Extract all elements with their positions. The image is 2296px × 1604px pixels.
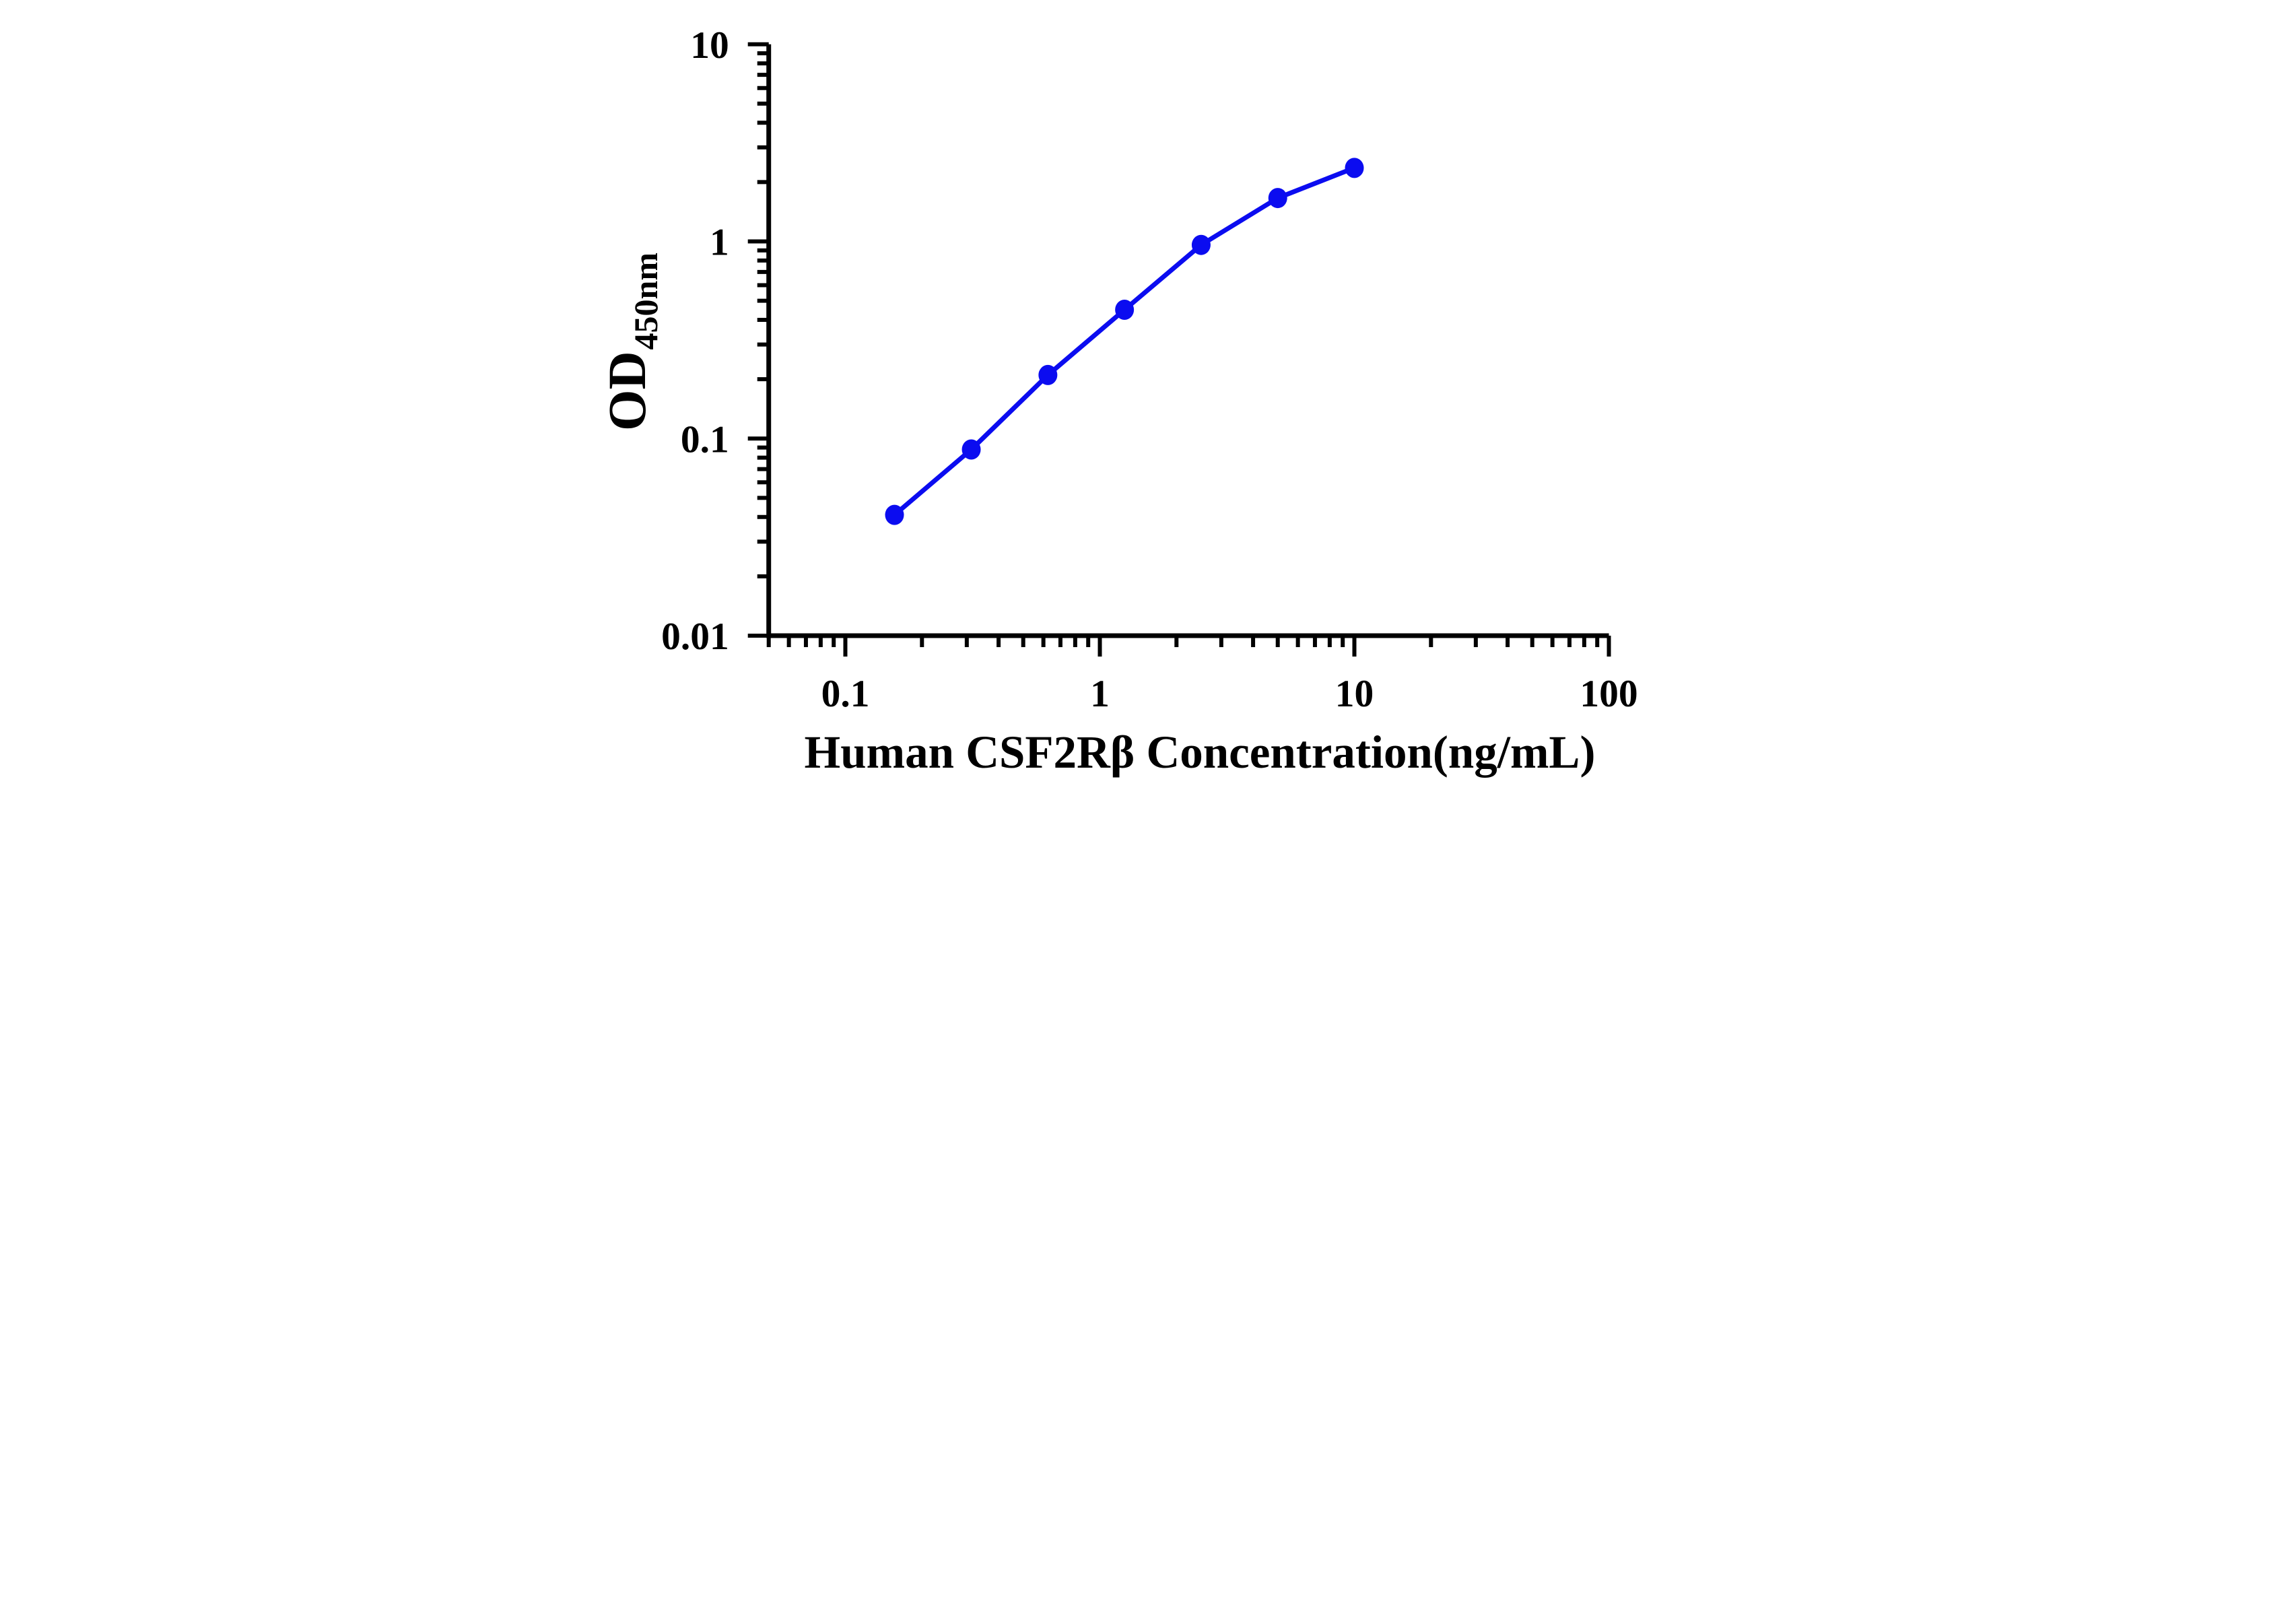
data-point — [1268, 188, 1287, 209]
data-series — [885, 158, 1363, 525]
y-tick-label: 10 — [690, 24, 729, 67]
x-tick-label: 100 — [1580, 673, 1637, 715]
x-tick-label: 0.1 — [821, 673, 869, 715]
data-point — [1114, 300, 1134, 321]
axis-ticks — [747, 42, 1611, 657]
axes — [766, 44, 1609, 638]
x-tick-label: 1 — [1090, 673, 1110, 715]
data-point — [1191, 234, 1211, 255]
y-tick-label: 0.1 — [680, 418, 729, 461]
y-axis-title: OD450nm — [599, 253, 665, 431]
standard-curve-line — [891, 165, 1357, 518]
y-tick-label: 0.01 — [661, 615, 729, 658]
data-point — [1345, 158, 1363, 178]
data-point — [961, 439, 981, 460]
axis-frame — [766, 44, 1609, 638]
x-axis-title: Human CSF2Rβ Concentration(ng/mL) — [804, 727, 1595, 778]
data-point — [1038, 364, 1057, 385]
y-axis-title-main: OD — [599, 351, 657, 431]
x-tick-label: 10 — [1335, 673, 1374, 715]
y-tick-label: 1 — [709, 222, 729, 264]
axis-tick-labels: 0.01 0.1 1 10 0.1 1 10 100 — [661, 24, 1638, 715]
elisa-standard-curve-figure: 0.01 0.1 1 10 0.1 1 10 100 Human CSF2Rβ Concent… — [574, 0, 1722, 802]
y-axis-title-subscript: 450nm — [627, 253, 665, 349]
data-point — [885, 504, 904, 525]
chart-canvas: 0.01 0.1 1 10 0.1 1 10 100 Human CSF2Rβ Concent… — [599, 24, 1638, 778]
